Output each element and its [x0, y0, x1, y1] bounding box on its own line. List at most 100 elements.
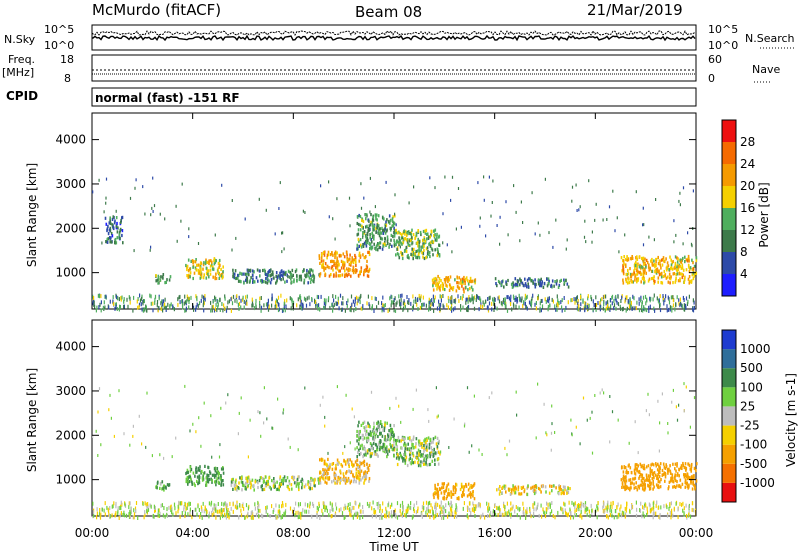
ground-scatter-mark [408, 298, 410, 302]
echo-mark [343, 255, 346, 259]
ground-scatter-mark [575, 513, 577, 517]
ground-scatter-mark [625, 295, 627, 300]
ground-scatter-mark [104, 512, 106, 517]
echo-mark [104, 216, 107, 220]
echo-mark [252, 277, 254, 281]
echo-mark [458, 276, 461, 280]
sparse-echo-mark [658, 449, 660, 453]
sparse-echo-mark [149, 248, 151, 252]
echo-mark [384, 240, 386, 244]
echo-mark [370, 431, 373, 436]
echo-mark [282, 479, 284, 483]
ground-scatter-mark [496, 306, 498, 311]
ground-scatter-mark [642, 511, 644, 516]
echo-mark [237, 273, 239, 277]
echo-mark [417, 439, 420, 443]
ground-scatter-mark [510, 507, 512, 512]
ground-scatter-mark [220, 507, 222, 512]
echo-mark [282, 274, 284, 278]
ground-scatter-mark [322, 501, 324, 506]
echo-mark [501, 491, 503, 495]
echo-mark [473, 497, 476, 501]
ground-scatter-mark [282, 307, 284, 312]
echo-mark [463, 290, 465, 294]
echo-mark [643, 479, 646, 483]
sparse-echo-mark [344, 445, 346, 449]
ground-scatter-mark [347, 505, 349, 510]
ground-scatter-mark [641, 305, 643, 310]
ground-scatter-mark [631, 505, 634, 509]
echo-mark [357, 273, 360, 277]
ground-scatter-mark [460, 295, 462, 300]
echo-mark [566, 282, 569, 286]
echo-mark [652, 276, 654, 280]
ground-scatter-mark [467, 506, 469, 511]
ground-scatter-mark [314, 298, 316, 303]
ground-scatter-mark [570, 515, 572, 520]
ground-scatter-mark [617, 294, 619, 299]
sparse-echo-mark [237, 432, 239, 436]
echo-mark [562, 489, 564, 493]
ground-scatter-mark [617, 502, 619, 507]
ground-scatter-mark [394, 308, 397, 313]
ground-scatter-mark [611, 294, 614, 299]
echo-mark [467, 288, 469, 292]
echo-mark [523, 488, 526, 492]
echo-mark [426, 232, 429, 236]
ground-scatter-mark [184, 514, 186, 519]
echo-mark [430, 441, 433, 445]
ground-scatter-mark [629, 297, 631, 302]
echo-mark [372, 435, 374, 439]
echo-mark [393, 424, 395, 428]
ground-scatter-mark [389, 296, 391, 301]
ground-scatter-mark [247, 511, 249, 516]
ground-scatter-mark [401, 500, 404, 505]
ground-scatter-mark [502, 513, 504, 517]
echo-mark [366, 241, 368, 245]
echo-mark [368, 269, 370, 273]
ground-scatter-mark [642, 505, 644, 510]
echo-mark [336, 251, 338, 255]
ground-scatter-mark [92, 501, 94, 506]
echo-mark [206, 473, 208, 477]
ground-scatter-mark [451, 295, 453, 300]
echo-mark [433, 229, 435, 233]
echo-mark [246, 280, 248, 284]
ground-scatter-mark [423, 302, 425, 307]
echo-mark [663, 259, 666, 264]
echo-mark [431, 453, 433, 457]
echo-mark [415, 442, 417, 446]
ground-scatter-mark [539, 301, 541, 306]
echo-mark [322, 259, 325, 263]
echo-mark [682, 461, 684, 466]
echo-mark [646, 261, 649, 265]
echo-mark [671, 267, 674, 271]
echo-mark [638, 255, 641, 259]
sparse-echo-mark [324, 424, 326, 428]
ground-scatter-mark [407, 503, 409, 508]
echo-mark [418, 250, 421, 254]
sparse-echo-mark [479, 216, 481, 220]
echo-mark [297, 483, 300, 487]
echo-mark [230, 483, 233, 487]
ground-scatter-mark [574, 513, 576, 518]
echo-mark [189, 271, 192, 275]
echo-mark [676, 462, 678, 466]
ground-scatter-mark [277, 302, 279, 307]
echo-mark [343, 263, 345, 267]
echo-mark [352, 480, 355, 484]
echo-mark [474, 278, 477, 282]
echo-mark [259, 279, 262, 283]
echo-mark [676, 265, 678, 269]
echo-mark [416, 249, 419, 253]
ground-scatter-mark [499, 511, 501, 515]
echo-mark [659, 263, 662, 267]
ground-scatter-mark [429, 515, 431, 520]
ground-scatter-mark [569, 507, 571, 512]
ground-scatter-mark [563, 501, 565, 506]
ground-scatter-mark [532, 293, 534, 298]
ground-scatter-mark [577, 299, 579, 303]
ground-scatter-mark [178, 295, 180, 300]
sparse-echo-mark [249, 418, 251, 422]
echo-mark [346, 253, 348, 257]
